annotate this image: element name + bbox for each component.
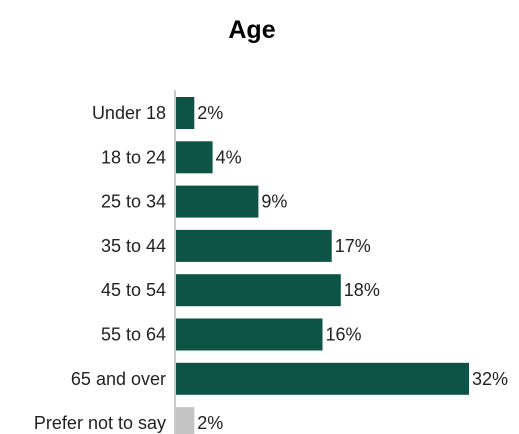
bar-3 (176, 229, 332, 262)
value-label-7: 2% (197, 413, 223, 433)
category-label-5: 55 to 64 (101, 325, 166, 345)
bar-1 (176, 141, 213, 174)
value-label-0: 2% (197, 103, 223, 123)
bar-5 (176, 318, 323, 351)
value-label-5: 16% (326, 325, 362, 345)
category-label-1: 18 to 24 (101, 147, 166, 167)
category-label-0: Under 18 (92, 103, 166, 123)
category-label-7: Prefer not to say (34, 413, 166, 433)
bar-0 (176, 97, 195, 129)
category-label-4: 45 to 54 (101, 280, 166, 300)
chart-title: Age (228, 16, 275, 44)
bar-6 (176, 362, 469, 395)
value-label-1: 4% (216, 147, 242, 167)
category-label-3: 35 to 44 (101, 236, 166, 256)
bar-7 (176, 407, 195, 434)
category-label-2: 25 to 34 (101, 192, 166, 212)
bar-4 (176, 274, 341, 307)
value-label-6: 32% (472, 369, 508, 389)
value-label-4: 18% (344, 280, 380, 300)
category-label-6: 65 and over (71, 369, 166, 389)
bar-2 (176, 185, 259, 218)
value-label-2: 9% (261, 192, 287, 212)
value-label-3: 17% (335, 236, 371, 256)
bars-layer: Under 18 2% 18 to 24 4% 25 to 34 9% 35 to 44 17… (34, 97, 508, 434)
